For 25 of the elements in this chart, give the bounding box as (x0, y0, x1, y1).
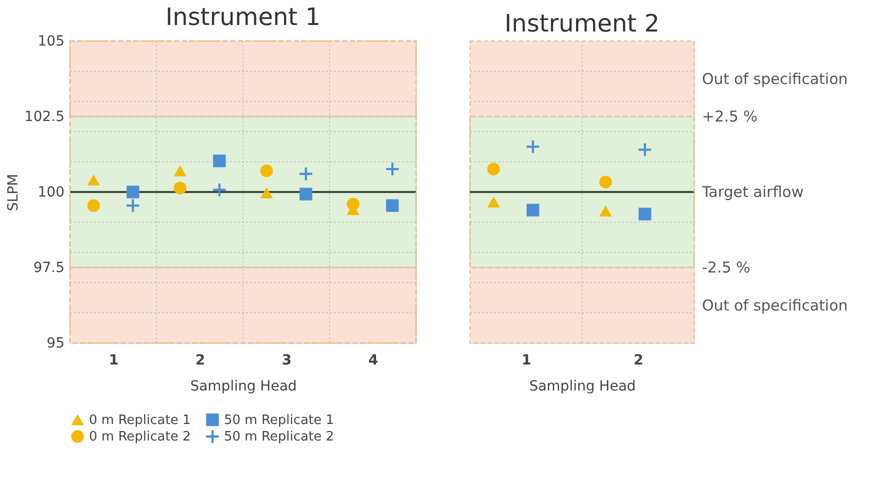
x-tick-label: 2 (195, 352, 206, 368)
x-tick-label: 2 (634, 352, 644, 368)
y-tick-label: 97.5 (33, 260, 64, 276)
x-axis-title: Sampling Head (190, 378, 297, 394)
legend-label: 0 m Replicate 1 (89, 412, 191, 428)
y-tick-label: 105 (38, 34, 64, 50)
x-axis-title: Sampling Head (529, 378, 636, 394)
legend-label: 50 m Replicate 1 (224, 412, 334, 428)
y-tick-label: 95 (46, 336, 64, 352)
y-axis-title: SLPM (5, 174, 22, 212)
x-tick-label: 1 (522, 352, 532, 368)
text: +2.5 % (702, 108, 758, 126)
x-tick-label: 4 (368, 352, 378, 368)
chart-title: Instrument 2 (504, 9, 660, 38)
y-tick-label: 102.5 (24, 109, 64, 125)
band-label: Out of specification (702, 70, 848, 88)
legend-label: 0 m Replicate 2 (89, 430, 191, 444)
y-tick-label: 100 (38, 184, 64, 200)
legend-label: 50 m Replicate 2 (224, 430, 334, 444)
x-tick-label: 3 (282, 352, 292, 368)
band-label: Out of specification (702, 296, 848, 314)
text: -2.5 % (702, 258, 750, 276)
ref-line-label: Target airflow (701, 183, 804, 201)
chart-title: Instrument 1 (166, 3, 320, 31)
x-tick-label: 1 (108, 352, 119, 368)
